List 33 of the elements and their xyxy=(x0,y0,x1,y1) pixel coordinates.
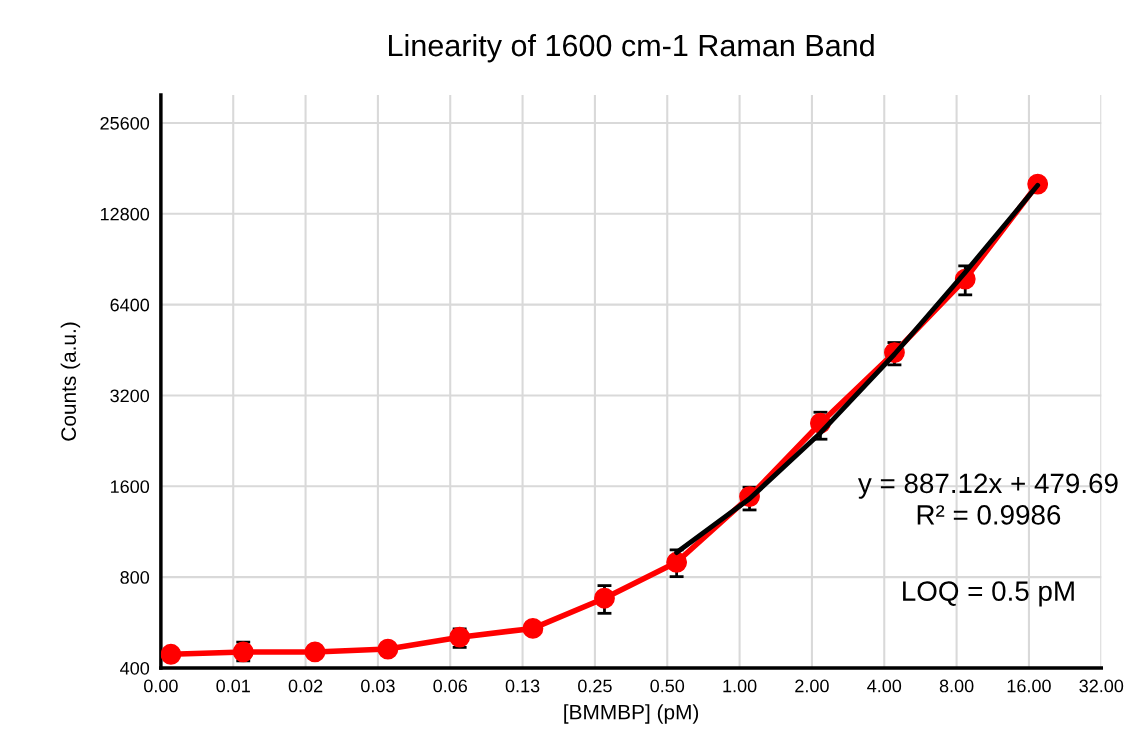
x-tick-label: 0.06 xyxy=(433,679,468,693)
x-tick-label: 0.01 xyxy=(216,679,250,693)
point xyxy=(666,551,688,573)
y-tick-label: 1600 xyxy=(110,480,150,494)
x-tick-label: 0.03 xyxy=(361,679,395,693)
x-tick-label: 0.25 xyxy=(578,679,612,693)
x-tick-label: 1.00 xyxy=(723,679,757,693)
y-tick-label: 400 xyxy=(120,661,150,675)
x-tick-label: 8.00 xyxy=(939,679,974,693)
x-tick-label: 16.00 xyxy=(1007,679,1051,693)
chart-title: Linearity of 1600 cm-1 Raman Band xyxy=(389,33,874,63)
x-tick-label: 32.00 xyxy=(1079,679,1124,693)
x-tick-label: 0.50 xyxy=(650,679,685,693)
x-tick-label: 0.02 xyxy=(288,679,323,693)
y-tick-label: 800 xyxy=(120,571,150,584)
point xyxy=(377,638,399,660)
x-tick-label: 4.00 xyxy=(867,679,902,693)
point xyxy=(522,617,544,639)
y-tick-label: 6400 xyxy=(110,298,150,312)
annotation: R² = 0.9986 xyxy=(917,505,1061,525)
annotation: y = 887.12x + 479.69 xyxy=(858,473,1118,499)
y-tick-label: 12800 xyxy=(100,207,150,221)
annotation: LOQ = 0.5 pM xyxy=(903,581,1074,607)
y-axis-title: Counts (a.u.) xyxy=(60,322,81,441)
point xyxy=(594,587,615,609)
y-tick-label: 3200 xyxy=(110,389,150,403)
x-tick-label: 2.00 xyxy=(795,679,829,693)
x-axis-title: [BMMBP] (pM) xyxy=(564,704,699,724)
x-tick-label: 0.00 xyxy=(144,679,178,693)
point xyxy=(304,641,326,663)
x-tick-label: 0.13 xyxy=(505,679,540,693)
point xyxy=(160,643,182,665)
y-tick-label: 25600 xyxy=(100,116,150,130)
